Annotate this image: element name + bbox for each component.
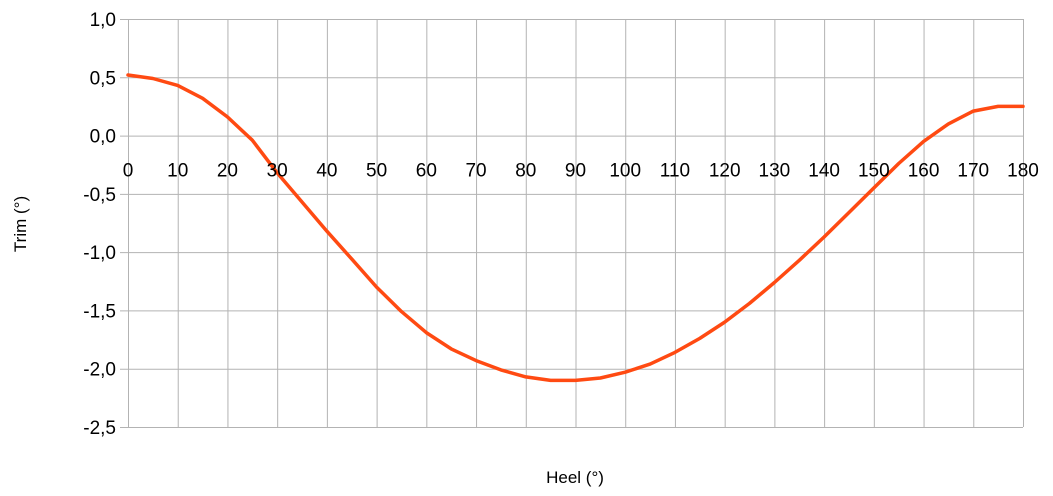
x-tick-label: 140 (808, 161, 840, 182)
x-tick-label: 110 (660, 161, 690, 182)
y-tick-label: 0,0 (90, 127, 116, 148)
x-tick-label: 160 (908, 161, 940, 182)
y-tick-label: -2,0 (83, 360, 116, 381)
x-axis-title: Heel (°) (546, 468, 604, 487)
y-tick-label: -2,5 (83, 418, 116, 439)
grid (120, 19, 1024, 428)
x-tick-label: 0 (123, 161, 134, 182)
x-tick-label: 40 (316, 161, 337, 182)
x-tick-label: 170 (957, 161, 989, 182)
y-tick-label: 1,0 (90, 10, 116, 31)
x-tick-label: 150 (858, 161, 890, 182)
y-tick-label: -1,0 (83, 243, 116, 264)
y-tick-label: -1,5 (83, 301, 116, 322)
x-tick-labels: 0 10 20 30 40 50 60 70 80 90 100 110 120 130 140 150 160… (123, 161, 1039, 182)
y-tick-label: -0,5 (83, 185, 116, 206)
series-line (126, 73, 1025, 383)
x-tick-label: 120 (709, 161, 741, 182)
x-tick-label: 60 (416, 161, 437, 182)
y-tick-label: 0,5 (90, 68, 116, 89)
x-tick-label: 50 (366, 161, 387, 182)
x-tick-label: 30 (267, 161, 288, 182)
x-tick-label: 90 (565, 161, 586, 182)
x-tick-label: 10 (167, 161, 188, 182)
x-tick-label: 20 (217, 161, 238, 182)
x-tick-label: 130 (759, 161, 791, 182)
x-tick-label: 70 (465, 161, 486, 182)
x-tick-label: 80 (515, 161, 536, 182)
x-tick-label: 100 (609, 161, 641, 182)
plot-area (126, 73, 1025, 383)
x-tick-label: 180 (1007, 161, 1039, 182)
y-axis-title: Trim (°) (11, 196, 30, 252)
y-tick-labels: 1,0 0,5 0,0 -0,5 -1,0 -1,5 -2,0 -2,5 (83, 10, 116, 439)
